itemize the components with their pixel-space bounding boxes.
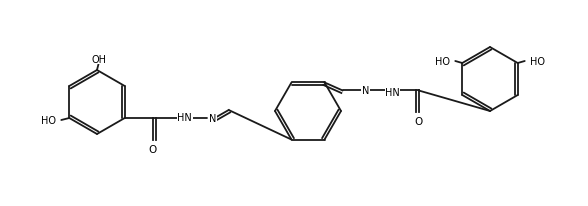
- Text: O: O: [149, 144, 157, 154]
- Text: HO: HO: [41, 115, 56, 125]
- Text: OH: OH: [92, 55, 106, 65]
- Text: N: N: [209, 114, 216, 123]
- Text: N: N: [362, 86, 369, 96]
- Text: HN: HN: [178, 112, 192, 122]
- Text: HN: HN: [385, 88, 400, 98]
- Text: HO: HO: [530, 57, 544, 67]
- Text: O: O: [415, 117, 423, 127]
- Text: HO: HO: [435, 57, 450, 67]
